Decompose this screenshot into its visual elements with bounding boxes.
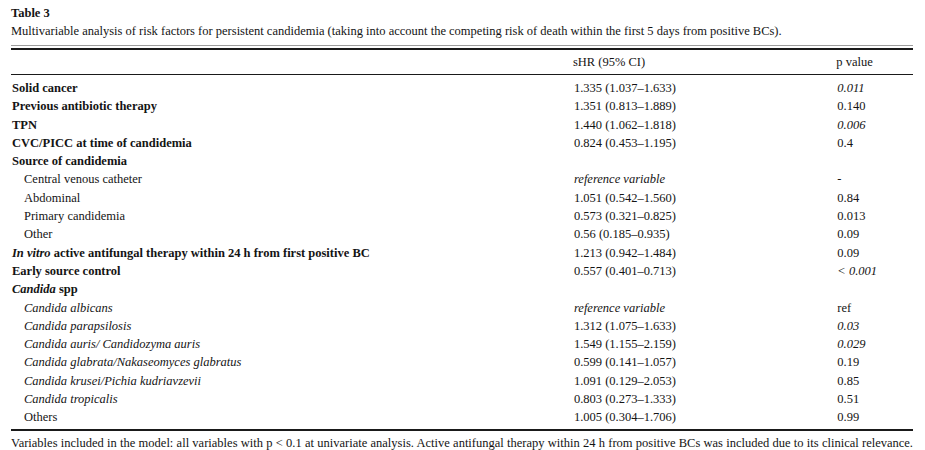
row-label-rest: active antifungal therapy within 24 h fr… bbox=[51, 246, 370, 260]
row-label: Candida tropicalis bbox=[11, 390, 573, 408]
table-header: sHR (95% CI) p value bbox=[11, 50, 913, 75]
p-value: 0.84 bbox=[836, 189, 913, 207]
shr-value: 0.824 (0.453–1.195) bbox=[573, 134, 836, 152]
shr-value: 1.335 (1.037–1.633) bbox=[573, 75, 836, 98]
column-header-shr: sHR (95% CI) bbox=[573, 50, 836, 75]
table-footnotes: Variables included in the model: all var… bbox=[11, 436, 913, 450]
p-value: 0.029 bbox=[836, 335, 913, 353]
row-label: Primary candidemia bbox=[11, 207, 573, 225]
shr-value: 0.557 (0.401–0.713) bbox=[573, 262, 836, 280]
table-row: Candida auris/ Candidozyma auris 1.549 (… bbox=[11, 335, 913, 353]
table-section-row: Candida spp bbox=[11, 280, 913, 298]
p-value: - bbox=[836, 170, 913, 188]
table-section-row: Source of candidemia bbox=[11, 152, 913, 170]
section-label-rest: spp bbox=[56, 282, 78, 296]
row-label: CVC/PICC at time of candidemia bbox=[11, 134, 573, 152]
shr-value: 1.005 (0.304–1.706) bbox=[573, 408, 836, 429]
p-value: 0.4 bbox=[836, 134, 913, 152]
shr-value: reference variable bbox=[573, 170, 836, 188]
shr-value: 1.549 (1.155–2.159) bbox=[573, 335, 836, 353]
row-label: Candida krusei/Pichia kudriavzevii bbox=[11, 372, 573, 390]
shr-value: 0.599 (0.141–1.057) bbox=[573, 353, 836, 371]
shr-value bbox=[573, 152, 836, 170]
p-value: 0.013 bbox=[836, 207, 913, 225]
table-row: Other 0.56 (0.185–0.935) 0.09 bbox=[11, 225, 913, 243]
p-value: 0.09 bbox=[836, 244, 913, 262]
p-value bbox=[836, 280, 913, 298]
p-value: < 0.001 bbox=[836, 262, 913, 280]
p-value: ref bbox=[836, 299, 913, 317]
column-header-variable bbox=[11, 50, 573, 75]
table-row: Primary candidemia 0.573 (0.321–0.825) 0… bbox=[11, 207, 913, 225]
p-value: 0.140 bbox=[836, 97, 913, 115]
table-row: In vitro active antifungal therapy withi… bbox=[11, 244, 913, 262]
p-value: 0.006 bbox=[836, 116, 913, 134]
table-row: Solid cancer 1.335 (1.037–1.633) 0.011 bbox=[11, 75, 913, 98]
column-header-pvalue: p value bbox=[836, 50, 913, 75]
table-row: CVC/PICC at time of candidemia 0.824 (0.… bbox=[11, 134, 913, 152]
row-label: Previous antibiotic therapy bbox=[11, 97, 573, 115]
section-label: Source of candidemia bbox=[11, 152, 573, 170]
row-label: Others bbox=[11, 408, 573, 429]
section-label: Candida spp bbox=[11, 280, 573, 298]
p-value: 0.09 bbox=[836, 225, 913, 243]
row-label: Abdominal bbox=[11, 189, 573, 207]
shr-value: 1.091 (0.129–2.053) bbox=[573, 372, 836, 390]
header-row: sHR (95% CI) p value bbox=[11, 50, 913, 75]
shr-value: 1.213 (0.942–1.484) bbox=[573, 244, 836, 262]
paper-table-figure: Table 3 Multivariable analysis of risk f… bbox=[0, 0, 925, 450]
shr-value: 1.051 (0.542–1.560) bbox=[573, 189, 836, 207]
footnote-model-variables: Variables included in the model: all var… bbox=[11, 436, 913, 450]
table-row: Candida albicans reference variable ref bbox=[11, 299, 913, 317]
shr-value: 0.803 (0.273–1.333) bbox=[573, 390, 836, 408]
table-row: Early source control 0.557 (0.401–0.713)… bbox=[11, 262, 913, 280]
table-row: Candida tropicalis 0.803 (0.273–1.333) 0… bbox=[11, 390, 913, 408]
table-row: Abdominal 1.051 (0.542–1.560) 0.84 bbox=[11, 189, 913, 207]
table-row: Previous antibiotic therapy 1.351 (0.813… bbox=[11, 97, 913, 115]
table-row: Candida glabrata/Nakaseomyces glabratus … bbox=[11, 353, 913, 371]
p-value: 0.011 bbox=[836, 75, 913, 98]
table-row: Candida krusei/Pichia kudriavzevii 1.091… bbox=[11, 372, 913, 390]
p-value: 0.99 bbox=[836, 408, 913, 429]
shr-value: 1.440 (1.062–1.818) bbox=[573, 116, 836, 134]
row-label: Candida albicans bbox=[11, 299, 573, 317]
table-row: Central venous catheter reference variab… bbox=[11, 170, 913, 188]
shr-value: 1.312 (1.075–1.633) bbox=[573, 317, 836, 335]
data-table: sHR (95% CI) p value Solid cancer 1.335 … bbox=[11, 50, 913, 431]
table-body: Solid cancer 1.335 (1.037–1.633) 0.011 P… bbox=[11, 75, 913, 430]
p-value: 0.85 bbox=[836, 372, 913, 390]
shr-value: reference variable bbox=[573, 299, 836, 317]
row-label: Early source control bbox=[11, 262, 573, 280]
row-label: Candida glabrata/Nakaseomyces glabratus bbox=[11, 353, 573, 371]
shr-value: 1.351 (0.813–1.889) bbox=[573, 97, 836, 115]
table-caption: Multivariable analysis of risk factors f… bbox=[11, 24, 913, 39]
row-label: In vitro active antifungal therapy withi… bbox=[11, 244, 573, 262]
row-label-italic-part: In vitro bbox=[12, 246, 51, 260]
table-row: Others 1.005 (0.304–1.706) 0.99 bbox=[11, 408, 913, 429]
row-label: Candida parapsilosis bbox=[11, 317, 573, 335]
shr-value bbox=[573, 280, 836, 298]
table-row: TPN 1.440 (1.062–1.818) 0.006 bbox=[11, 116, 913, 134]
row-label: Candida auris/ Candidozyma auris bbox=[11, 335, 573, 353]
table-label: Table 3 bbox=[11, 6, 913, 21]
row-label: TPN bbox=[11, 116, 573, 134]
row-label: Central venous catheter bbox=[11, 170, 573, 188]
row-label: Other bbox=[11, 225, 573, 243]
p-value: 0.19 bbox=[836, 353, 913, 371]
shr-value: 0.56 (0.185–0.935) bbox=[573, 225, 836, 243]
p-value: 0.03 bbox=[836, 317, 913, 335]
section-label-italic-part: Candida bbox=[12, 282, 56, 296]
p-value bbox=[836, 152, 913, 170]
shr-value: 0.573 (0.321–0.825) bbox=[573, 207, 836, 225]
p-value: 0.51 bbox=[836, 390, 913, 408]
row-label: Solid cancer bbox=[11, 75, 573, 98]
table-row: Candida parapsilosis 1.312 (1.075–1.633)… bbox=[11, 317, 913, 335]
